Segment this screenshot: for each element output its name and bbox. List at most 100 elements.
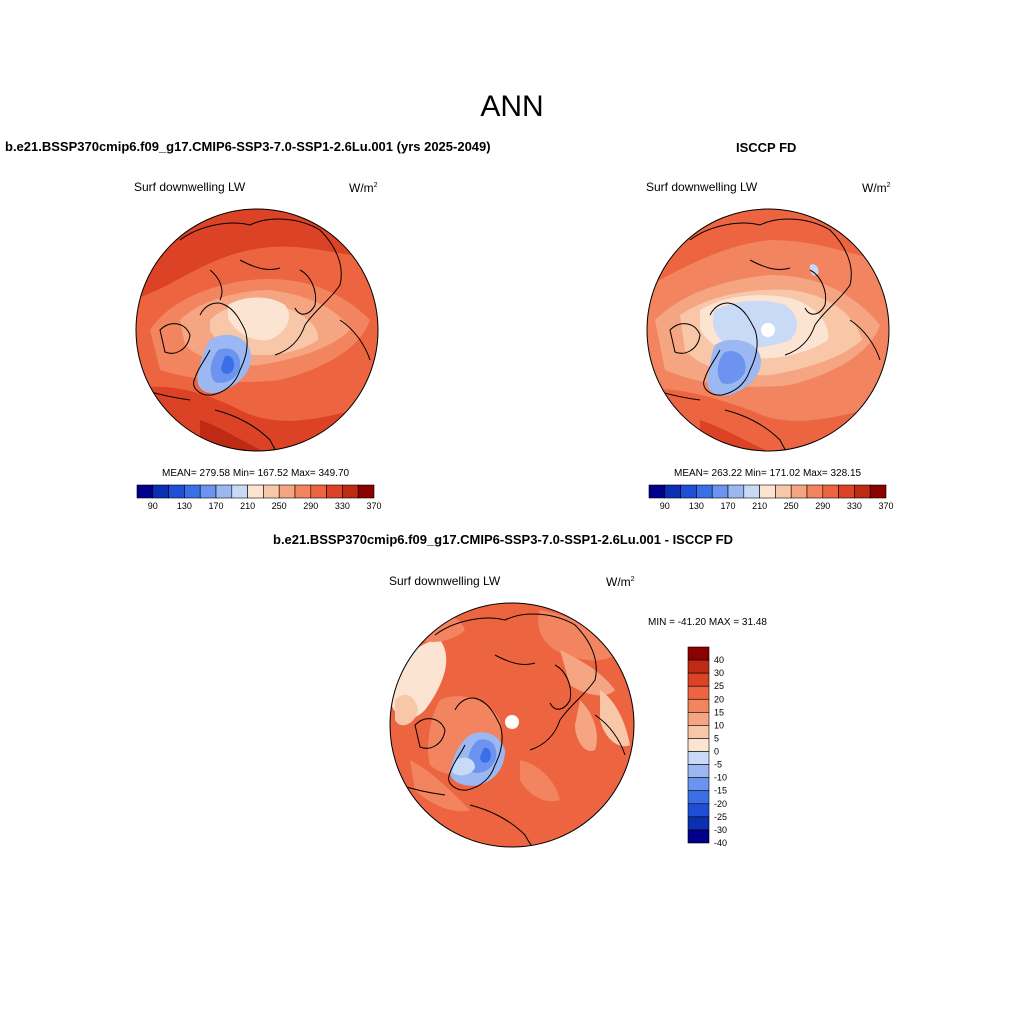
- model-field: [136, 209, 378, 451]
- model-colorbar-box: [231, 484, 248, 499]
- obs-colorbar-tick-label: 170: [720, 501, 735, 511]
- diff-panel-title: b.e21.BSSP370cmip6.f09_g17.CMIP6-SSP3-7.…: [273, 532, 734, 547]
- model-colorbar-box: [294, 484, 312, 499]
- diff-variable-label: Surf downwelling LW: [389, 574, 501, 588]
- diff-colorbar-tick-label: 30: [714, 668, 724, 678]
- model-colorbar-box: [342, 484, 359, 499]
- diff-colorbar-tick-label: -25: [714, 812, 727, 822]
- diff-colorbar-box: [687, 751, 710, 765]
- diff-colorbar-tick-label: -15: [714, 786, 727, 796]
- diff-map-boundary: [389, 602, 635, 848]
- diff-colorbar-box: [687, 829, 710, 844]
- model-variable-label: Surf downwelling LW: [134, 180, 246, 194]
- model-stats: MEAN= 279.58 Min= 167.52 Max= 349.70: [162, 468, 350, 479]
- diff-colorbar-tick-label: 20: [714, 694, 724, 704]
- obs-colorbar-tick-label: 330: [847, 501, 862, 511]
- model-map-boundary: [135, 208, 379, 452]
- obs-colorbar-box: [664, 484, 681, 499]
- obs-panel-title: ISCCP FD: [736, 140, 797, 155]
- obs-colorbar-tick-label: 250: [784, 501, 799, 511]
- diff-pole-hole: [505, 715, 519, 729]
- model-colorbar-box: [310, 484, 327, 499]
- diff-colorbar-box: [687, 725, 710, 739]
- obs-stats: MEAN= 263.22 Min= 171.02 Max= 328.15: [674, 468, 862, 479]
- diff-colorbar-box: [687, 777, 710, 792]
- diff-colorbar-tick-label: 25: [714, 681, 724, 691]
- model-colorbar-box: [263, 484, 280, 499]
- obs-colorbar-box: [838, 484, 855, 499]
- model-colorbar-box: [247, 484, 264, 499]
- diff-colorbar-box: [687, 738, 710, 752]
- obs-colorbar-box: [759, 484, 776, 499]
- model-colorbar-tick-label: 170: [208, 501, 223, 511]
- obs-colorbar-box: [711, 484, 729, 499]
- obs-colorbar-tick-label: 210: [752, 501, 767, 511]
- obs-colorbar-tick-label: 370: [878, 501, 893, 511]
- model-colorbar-box: [199, 484, 217, 499]
- diff-colorbar-tick-label: 10: [714, 720, 724, 730]
- model-colorbar-box: [184, 484, 201, 499]
- model-colorbar-box: [152, 484, 169, 499]
- obs-map-boundary: [646, 208, 890, 452]
- diff-colorbar-box: [687, 659, 710, 674]
- diff-colorbar-box: [687, 712, 710, 726]
- model-units-label: W/m2: [349, 181, 378, 195]
- model-colorbar-tick-label: 330: [335, 501, 350, 511]
- model-colorbar-tick-label: 250: [272, 501, 287, 511]
- diff-colorbar-tick-label: 5: [714, 733, 719, 743]
- diff-units-label: W/m2: [606, 575, 635, 589]
- obs-colorbar-box: [648, 484, 666, 499]
- model-colorbar-tick-label: 90: [148, 501, 158, 511]
- diff-colorbar-tick-label: -20: [714, 799, 727, 809]
- obs-colorbar-box: [822, 484, 839, 499]
- model-colorbar-box: [168, 484, 185, 499]
- obs-colorbar-tick-label: 290: [815, 501, 830, 511]
- diff-colorbar-tick-label: -5: [714, 760, 722, 770]
- diff-colorbar: 40 30 25 20 15 10 5 0 -5 -10 -15 -20 -25 -30 -40: [687, 646, 727, 848]
- obs-colorbar: 90 130 170 210 250 290 330 370: [648, 484, 894, 511]
- obs-colorbar-box: [727, 484, 745, 499]
- obs-colorbar-box: [869, 484, 887, 499]
- obs-colorbar-box: [806, 484, 824, 499]
- obs-colorbar-tick-label: 90: [660, 501, 670, 511]
- obs-colorbar-box: [696, 484, 713, 499]
- model-colorbar-box: [326, 484, 343, 499]
- obs-colorbar-box: [743, 484, 760, 499]
- model-colorbar-tick-label: 130: [177, 501, 192, 511]
- obs-colorbar-box: [680, 484, 697, 499]
- model-colorbar-tick-label: 370: [366, 501, 381, 511]
- diff-colorbar-box: [687, 803, 710, 818]
- diff-colorbar-box: [687, 816, 710, 831]
- diff-colorbar-box: [687, 646, 710, 661]
- obs-variable-label: Surf downwelling LW: [646, 180, 758, 194]
- diff-colorbar-tick-label: 0: [714, 747, 719, 757]
- diff-colorbar-box: [687, 790, 710, 805]
- model-colorbar-box: [357, 484, 375, 499]
- model-colorbar-tick-label: 290: [303, 501, 318, 511]
- obs-colorbar-box: [790, 484, 808, 499]
- diff-colorbar-box: [687, 685, 710, 700]
- model-colorbar-box: [215, 484, 233, 499]
- obs-units-label: W/m2: [862, 181, 891, 195]
- diff-colorbar-tick-label: 15: [714, 707, 724, 717]
- obs-colorbar-box: [854, 484, 871, 499]
- figure-title: ANN: [480, 90, 544, 123]
- diff-colorbar-tick-label: 40: [714, 655, 724, 665]
- diff-colorbar-tick-label: -40: [714, 838, 727, 848]
- model-colorbar-box: [136, 484, 154, 499]
- obs-colorbar-tick-label: 130: [689, 501, 704, 511]
- diff-colorbar-box: [687, 764, 710, 778]
- model-coastlines: [144, 218, 371, 451]
- model-panel-title: b.e21.BSSP370cmip6.f09_g17.CMIP6-SSP3-7.…: [5, 139, 491, 154]
- diff-colorbar-tick-label: -10: [714, 773, 727, 783]
- diff-colorbar-tick-label: -30: [714, 825, 727, 835]
- model-colorbar-tick-label: 210: [240, 501, 255, 511]
- diff-colorbar-box: [687, 672, 710, 687]
- model-colorbar: 90 130 170 210 250 290 330 370: [136, 484, 382, 511]
- model-colorbar-box: [278, 484, 296, 499]
- obs-colorbar-box: [775, 484, 792, 499]
- obs-pole-hole: [761, 323, 775, 337]
- obs-coastlines: [654, 218, 881, 451]
- diff-colorbar-box: [687, 698, 710, 713]
